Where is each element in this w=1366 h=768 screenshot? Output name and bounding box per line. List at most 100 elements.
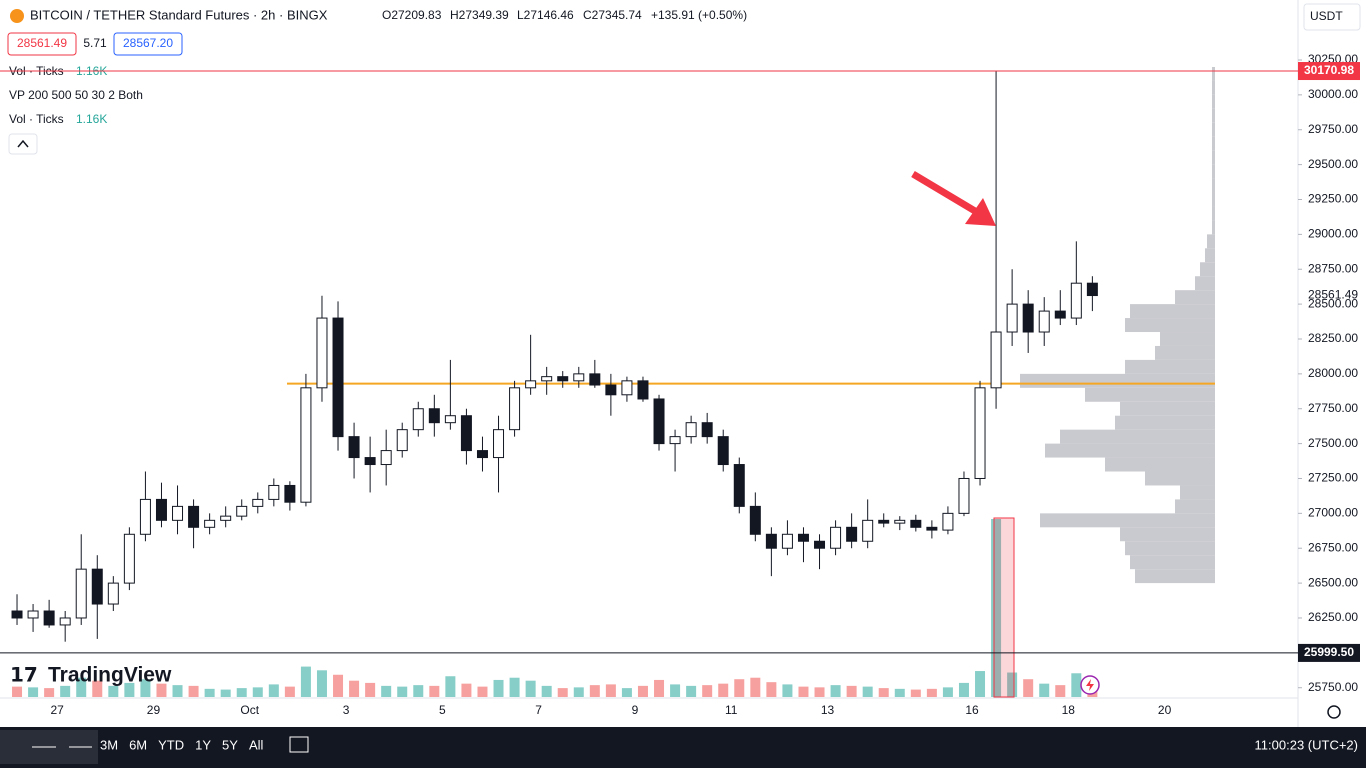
profile-bar bbox=[1212, 150, 1215, 165]
profile-bar bbox=[1135, 569, 1215, 584]
calendar-icon[interactable] bbox=[289, 736, 309, 753]
candle-body bbox=[107, 582, 119, 605]
y-tick-label: 29500.00 bbox=[1308, 157, 1358, 171]
volume-bar bbox=[942, 687, 953, 697]
volume-bar bbox=[268, 684, 279, 697]
candle-body bbox=[589, 373, 601, 386]
volume-bar bbox=[140, 679, 151, 697]
volume-bar bbox=[718, 683, 729, 697]
volume-bar bbox=[557, 688, 568, 697]
price-label-box bbox=[1298, 62, 1360, 81]
volume-bar bbox=[413, 685, 424, 697]
candle-body bbox=[974, 387, 986, 479]
y-tick-label: 26750.00 bbox=[1308, 540, 1358, 554]
toolbar bbox=[0, 727, 1366, 768]
candle-body bbox=[332, 317, 344, 438]
candle-body bbox=[669, 436, 681, 445]
currency-button[interactable] bbox=[1303, 3, 1361, 31]
ask-box[interactable] bbox=[113, 32, 183, 56]
profile-bar bbox=[1212, 178, 1215, 193]
volume-bar bbox=[60, 685, 71, 697]
indicator-name[interactable]: VP 200 500 50 30 2 Both bbox=[9, 88, 143, 102]
ohlc-high: H27349.39 bbox=[450, 8, 509, 22]
range-button[interactable]: All bbox=[249, 737, 264, 752]
ask[interactable]: 28567.20 bbox=[123, 36, 173, 50]
candles-layer bbox=[11, 71, 1098, 642]
indicator-name[interactable]: Vol · Ticks bbox=[9, 112, 64, 126]
profile-bar bbox=[1040, 513, 1215, 528]
candle-body bbox=[781, 533, 793, 549]
volume-bar bbox=[910, 689, 921, 697]
range-button[interactable]: 3M bbox=[100, 737, 118, 752]
candle-body bbox=[846, 526, 858, 542]
currency[interactable]: USDT bbox=[1310, 9, 1343, 23]
candle-body bbox=[43, 610, 55, 626]
candle-body bbox=[926, 526, 938, 531]
candle-body bbox=[1038, 310, 1050, 333]
profile-layer bbox=[287, 66, 1215, 584]
settings-icon[interactable] bbox=[1327, 705, 1341, 719]
candle-body bbox=[460, 415, 472, 452]
candle-body bbox=[493, 429, 505, 459]
candle-body bbox=[236, 505, 248, 517]
volume-bar bbox=[493, 679, 504, 697]
y-tick-label: 29250.00 bbox=[1308, 192, 1358, 206]
y-tick-label: 29000.00 bbox=[1308, 227, 1358, 241]
volume-bar bbox=[750, 677, 761, 697]
volume-bar bbox=[958, 682, 969, 697]
candle-body bbox=[27, 610, 39, 619]
profile-bar bbox=[1175, 290, 1215, 305]
bid[interactable]: 28561.49 bbox=[17, 36, 67, 50]
range-button[interactable]: YTD bbox=[158, 737, 184, 752]
profile-bar bbox=[1175, 499, 1215, 514]
profile-bar bbox=[1212, 66, 1215, 81]
candle-body bbox=[878, 519, 890, 524]
volume-bar bbox=[798, 686, 809, 697]
profile-bar bbox=[1085, 387, 1215, 402]
logo-mark: 𝟭𝟳 bbox=[10, 664, 38, 686]
candle-body bbox=[701, 422, 713, 438]
volume-bar bbox=[846, 685, 857, 697]
volume-bar bbox=[782, 684, 793, 697]
candle-body bbox=[188, 505, 200, 528]
range-button[interactable]: 6M bbox=[129, 737, 147, 752]
volume-bar bbox=[12, 686, 23, 697]
x-tick-label: 11 bbox=[725, 703, 738, 717]
volume-bar bbox=[44, 688, 55, 697]
volume-bar bbox=[894, 688, 905, 697]
collapse-icon bbox=[17, 139, 29, 148]
volume-bar bbox=[702, 685, 713, 697]
range-button[interactable]: 5Y bbox=[222, 737, 238, 752]
ohlc-close: C27345.74 bbox=[583, 8, 642, 22]
profile-bar bbox=[1212, 206, 1215, 221]
volume-bar bbox=[124, 682, 135, 697]
volume-bar bbox=[670, 684, 681, 697]
candle-body bbox=[91, 568, 103, 605]
profile-bar bbox=[1060, 429, 1215, 444]
candle-body bbox=[605, 384, 617, 396]
candle-body bbox=[685, 422, 697, 438]
volume-bar bbox=[991, 519, 1002, 697]
candle-body bbox=[316, 317, 328, 389]
volume-bar bbox=[349, 680, 360, 697]
x-tick-label: 3 bbox=[343, 703, 350, 717]
range-button[interactable]: 1Y bbox=[195, 737, 211, 752]
volume-bar bbox=[637, 685, 648, 697]
profile-bar bbox=[1195, 276, 1215, 291]
symbol: BITCOIN / TETHER Standard Futures · 2h ·… bbox=[30, 7, 328, 22]
collapse-button[interactable] bbox=[8, 133, 38, 155]
profile-bar bbox=[1212, 94, 1215, 109]
profile-bar bbox=[1045, 443, 1215, 458]
volume-bar bbox=[172, 685, 183, 697]
candle-body bbox=[525, 380, 537, 389]
ohlc-low: L27146.46 bbox=[517, 8, 574, 22]
volume-bar bbox=[108, 685, 119, 697]
profile-bar bbox=[1180, 485, 1215, 500]
bid-box[interactable] bbox=[7, 32, 77, 56]
candle-body bbox=[958, 477, 970, 514]
candle-body bbox=[172, 505, 184, 521]
candle-body bbox=[300, 387, 312, 503]
candle-body bbox=[797, 533, 809, 542]
price-label: 30170.98 bbox=[1304, 63, 1354, 77]
profile-bar bbox=[1212, 122, 1215, 137]
